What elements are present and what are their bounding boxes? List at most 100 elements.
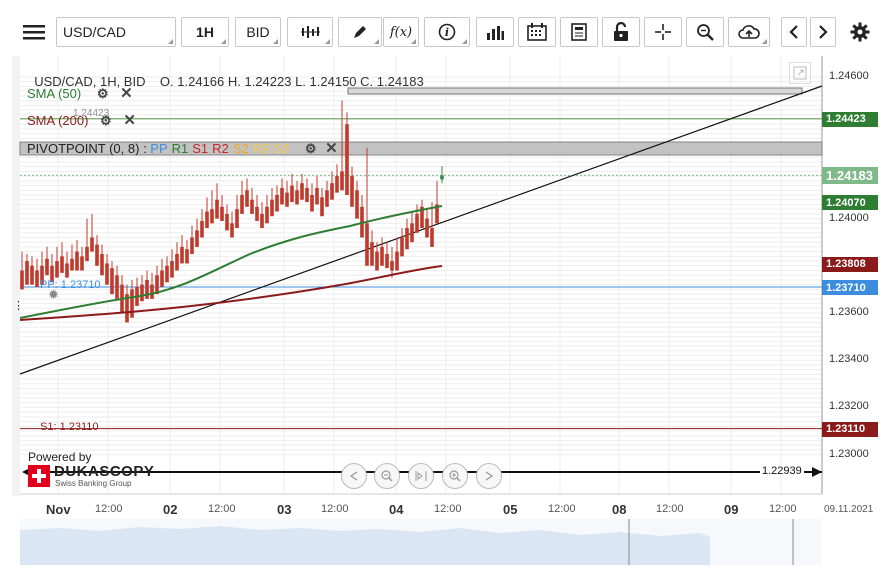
- time-label: 04: [389, 502, 404, 517]
- svg-text:i: i: [445, 26, 449, 39]
- price-tick: 1.23000: [829, 447, 869, 460]
- fx-label: f(x): [389, 24, 413, 40]
- candle-body: [415, 213, 419, 233]
- sma200-settings-icon[interactable]: ⚙: [100, 113, 112, 128]
- sma200-label: SMA (200): [27, 113, 89, 128]
- sma50-settings-icon[interactable]: ⚙: [96, 86, 109, 101]
- pp-marker-icon: ✹: [48, 287, 59, 302]
- candle-body: [80, 256, 84, 271]
- info-button[interactable]: i: [424, 17, 470, 47]
- menu-icon[interactable]: [22, 17, 46, 47]
- chart-type-button[interactable]: [287, 17, 333, 47]
- candle-body: [105, 263, 109, 285]
- pivot-legend: PIVOTPOINT (0, 8) : PP R1 S1 R2 S2 R3 S3 ⚙ ✕: [27, 139, 338, 157]
- calendar-icon: [527, 23, 547, 41]
- candle-body: [400, 237, 404, 257]
- candle-body: [75, 251, 79, 271]
- bottom-line-arrow-right: [812, 467, 822, 477]
- price-tag: 1.23808: [822, 256, 878, 272]
- drawing-tool-button[interactable]: [338, 17, 382, 47]
- candle-body: [250, 199, 254, 214]
- candle-body: [35, 270, 39, 288]
- candle-body: [330, 183, 334, 200]
- time-label: 12:00: [656, 503, 684, 515]
- candlestick-icon: [301, 26, 320, 38]
- pivot-remove-icon[interactable]: ✕: [325, 140, 338, 157]
- reset-zoom-button[interactable]: [408, 463, 434, 489]
- pivot-band: [19, 141, 823, 156]
- candle-body: [255, 206, 259, 221]
- price-tick: 1.23600: [829, 306, 869, 318]
- period-label: 1H: [196, 24, 214, 40]
- sma50-legend: SMA (50) ⚙ ✕: [27, 84, 133, 102]
- pivot-level-s1: S1: [192, 141, 209, 156]
- bar-chart-icon: [487, 26, 504, 40]
- volume-button[interactable]: [476, 17, 514, 47]
- sma50-remove-icon[interactable]: ✕: [120, 85, 133, 102]
- candle-body: [320, 197, 324, 217]
- candle-body: [210, 209, 214, 224]
- sma50-line: [19, 205, 443, 319]
- chevron-right-icon: [819, 25, 828, 39]
- candle-body: [215, 199, 219, 219]
- candle-body: [355, 190, 359, 219]
- crosshair-button[interactable]: [644, 17, 682, 47]
- chevron-left-icon: [789, 25, 798, 39]
- settings-button[interactable]: [848, 17, 872, 47]
- price-tag: 1.24183: [822, 167, 878, 185]
- pivot-level-list: PP R1 S1 R2 S2 R3 S3: [150, 141, 293, 156]
- pivot-settings-icon[interactable]: ⚙: [304, 141, 317, 156]
- time-label: 05: [503, 502, 518, 517]
- zoom-in-button[interactable]: [442, 463, 468, 489]
- s1-label: S1: 1.23110: [40, 421, 99, 433]
- period-select[interactable]: 1H: [181, 17, 229, 47]
- zoom-out-button[interactable]: [374, 463, 400, 489]
- instrument-select[interactable]: USD/CAD: [56, 17, 176, 47]
- candle-body: [40, 265, 44, 285]
- candle-body: [95, 244, 99, 266]
- candle-body: [225, 213, 229, 231]
- candle-body: [190, 237, 194, 254]
- sma200-remove-icon[interactable]: ✕: [123, 112, 136, 129]
- calendar-button[interactable]: [518, 17, 556, 47]
- sma200-overlap-value: 1.24423: [73, 108, 110, 119]
- candle-body: [290, 185, 294, 203]
- nav-back-button[interactable]: [341, 463, 367, 489]
- candle-body: [365, 223, 369, 266]
- fullscreen-button[interactable]: [789, 62, 811, 84]
- candle-body: [275, 195, 279, 212]
- unlock-icon: [614, 22, 628, 41]
- candle-body: [335, 176, 339, 193]
- lock-button[interactable]: [602, 17, 640, 47]
- candle-body: [300, 183, 304, 200]
- candle-body: [425, 218, 429, 238]
- time-label: 08: [612, 502, 627, 517]
- candle-body: [260, 213, 264, 229]
- sma200-line: [19, 265, 443, 321]
- cloud-save-button[interactable]: [728, 17, 770, 47]
- fit-icon: [415, 471, 427, 481]
- price-tick: 1.24000: [829, 211, 869, 224]
- scroll-left-button[interactable]: [781, 17, 807, 47]
- moving-averages: [19, 205, 443, 321]
- candle-body: [200, 220, 204, 238]
- zoom-button[interactable]: [686, 17, 724, 47]
- candle-body: [25, 261, 29, 285]
- left-handle-icon[interactable]: ⋮: [13, 300, 24, 312]
- candle-body: [280, 187, 284, 205]
- candle-body: [235, 209, 239, 229]
- pivot-level-r2: R2: [212, 141, 229, 156]
- pivot-name: PIVOTPOINT (0, 8): [27, 141, 140, 156]
- zoom-out-icon: [381, 470, 393, 482]
- cloud-upload-icon: [738, 25, 760, 39]
- candle-body: [395, 251, 399, 271]
- candle-body: [155, 275, 159, 295]
- news-button[interactable]: [560, 17, 598, 47]
- gear-icon: [850, 22, 870, 42]
- side-select[interactable]: BID: [235, 17, 281, 47]
- sma50-label: SMA (50): [27, 86, 82, 101]
- nav-forward-button[interactable]: [476, 463, 502, 489]
- scroll-right-button[interactable]: [810, 17, 836, 47]
- indicators-button[interactable]: f(x): [383, 17, 419, 47]
